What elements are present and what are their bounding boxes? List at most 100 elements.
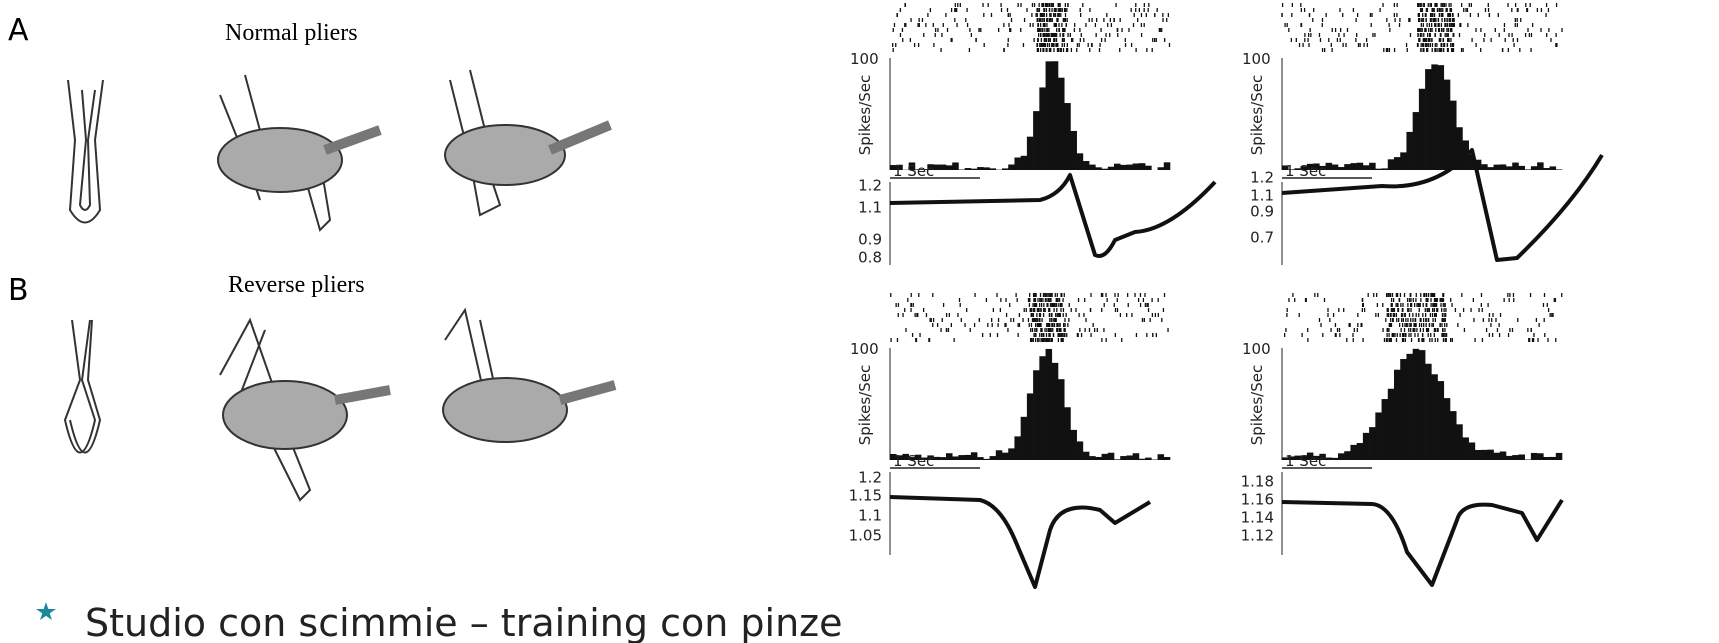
force-tick-label: 0.9 [858,231,882,249]
histogram-bar [1543,456,1550,460]
histogram-bar [1294,455,1301,460]
panel-title: Reverse pliers [228,272,365,298]
histogram-bar [989,168,997,170]
histogram-bar [1132,453,1140,460]
histogram-bar [1120,456,1127,460]
scale-label: 1 Sec [1285,452,1326,470]
rate-max-label: 100 [850,50,879,68]
histogram-bar [1412,112,1420,170]
histogram-bar [1381,168,1389,170]
histogram-bar [1058,379,1065,460]
histogram-bar [1518,454,1525,460]
histogram-bar [1375,168,1382,170]
histogram-bar [1282,457,1289,460]
histogram-bar [1481,164,1488,170]
histogram-bar [1537,453,1544,460]
histogram-bar [1313,163,1320,170]
histogram-bar [1114,459,1121,460]
histogram-bar [1369,162,1376,170]
histogram-bar [1120,164,1127,170]
force-tick-label: 1.15 [849,487,882,505]
histogram-bar [1443,79,1451,170]
histogram-bar [1058,77,1065,170]
histogram-bar [1026,393,1034,460]
histogram-bar [1163,162,1171,170]
histogram-bar [1045,61,1053,170]
histogram-bar [1462,437,1469,460]
histogram-bar [1543,168,1550,170]
histogram-bar [1418,88,1426,170]
histogram-bar [1039,87,1046,170]
histogram-bar [890,453,897,460]
histogram-bar [946,453,953,460]
bullet-icon [36,602,56,620]
histogram-bar [958,455,965,460]
histogram-bar [1338,453,1345,460]
histogram-bar [1319,165,1326,170]
force-tick-label: 1.12 [1241,527,1274,545]
histogram-bar [1095,456,1102,460]
histogram-bar [1107,166,1115,170]
histogram-bar [1138,458,1146,460]
histogram-bar [1338,167,1345,170]
histogram-bar [1537,162,1544,170]
histogram-bar [1468,154,1476,170]
histogram-bar [939,457,947,460]
histogram-bar [1014,157,1021,170]
histogram-bar [1362,165,1370,170]
histogram-bar [1070,429,1077,460]
histogram-bar [939,164,947,170]
histogram-bar [946,165,953,170]
histogram-bar [1008,164,1015,170]
histogram-bar [1300,166,1308,170]
recording-panel: 100 Spikes/Sec 1 Sec 1.21.15 1.1 1.05 [849,293,1171,589]
histogram-bar [1145,457,1152,460]
histogram-bar [1107,452,1115,460]
histogram-bar [952,456,959,460]
histogram-bar [1456,424,1463,460]
histogram-bar [1362,432,1370,460]
histogram-bar [1138,163,1146,170]
histogram-bar [927,164,934,170]
histogram-bar [1481,449,1488,460]
histogram-bar [1313,455,1320,460]
histogram-bar [1076,441,1084,460]
histogram-bar [977,457,984,460]
histogram-bar [921,457,928,460]
rate-label: Spikes/Sec [1248,75,1266,155]
force-tick-label: 1.2 [858,469,882,487]
scale-label: 1 Sec [893,162,934,180]
recording-panel: 100 Spikes/Sec 1 Sec 1.21.10.9 0.7 [1242,3,1604,265]
histogram-bar [1387,159,1395,170]
histogram-bar [1431,374,1438,460]
rate-max-label: 100 [1242,50,1271,68]
histogram-bar [1344,451,1351,460]
force-curve [889,495,1152,589]
histogram-bar [1145,165,1152,170]
force-tick-label: 1.18 [1241,473,1274,491]
histogram-bar [1076,153,1084,170]
histogram-bar [933,164,941,170]
histogram-bar [1400,152,1407,170]
histogram-bar [1325,457,1333,460]
histogram-bar [1487,449,1494,460]
histogram-bar [1369,427,1376,460]
rate-label: Spikes/Sec [856,365,874,445]
histogram-bar [1331,457,1339,460]
histogram-bar [1512,455,1519,460]
force-tick-label: 1.1 [858,507,882,525]
histogram-bar [1530,452,1538,460]
histogram-bar [1082,451,1090,460]
histogram-bar [1163,456,1171,460]
histogram-bar [1512,162,1519,170]
histogram-bar [1002,168,1009,170]
histogram-bar [1474,159,1482,170]
histogram-bar [1506,166,1513,170]
panel-letter: A [8,13,29,48]
histogram-bar [896,164,903,170]
histogram-bar [1002,452,1009,460]
histogram-bar [1344,164,1351,170]
histogram-bar [1288,169,1295,170]
histogram-bar [1350,444,1357,460]
